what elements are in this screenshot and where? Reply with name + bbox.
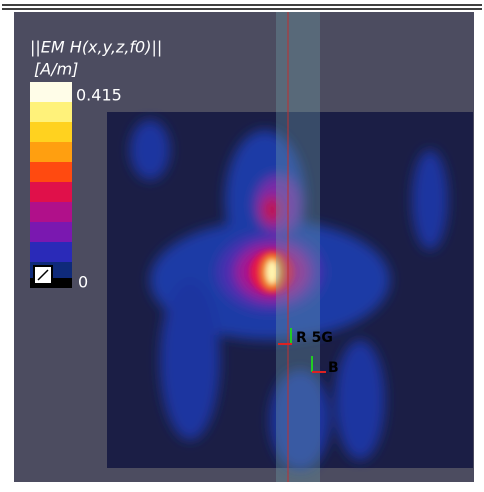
field-map xyxy=(130,120,448,470)
colorbar-min: 0 xyxy=(78,273,88,292)
colorbar-max: 0.415 xyxy=(76,86,122,105)
axis-gizmo xyxy=(278,328,326,373)
marker-label: B xyxy=(328,360,339,376)
colorbar xyxy=(30,82,72,288)
marker-label: R 5G xyxy=(296,330,333,346)
unit: [A/m] xyxy=(34,60,78,79)
title: ||EM H(x,y,z,f0)|| xyxy=(30,38,162,57)
slice-band xyxy=(276,12,320,482)
